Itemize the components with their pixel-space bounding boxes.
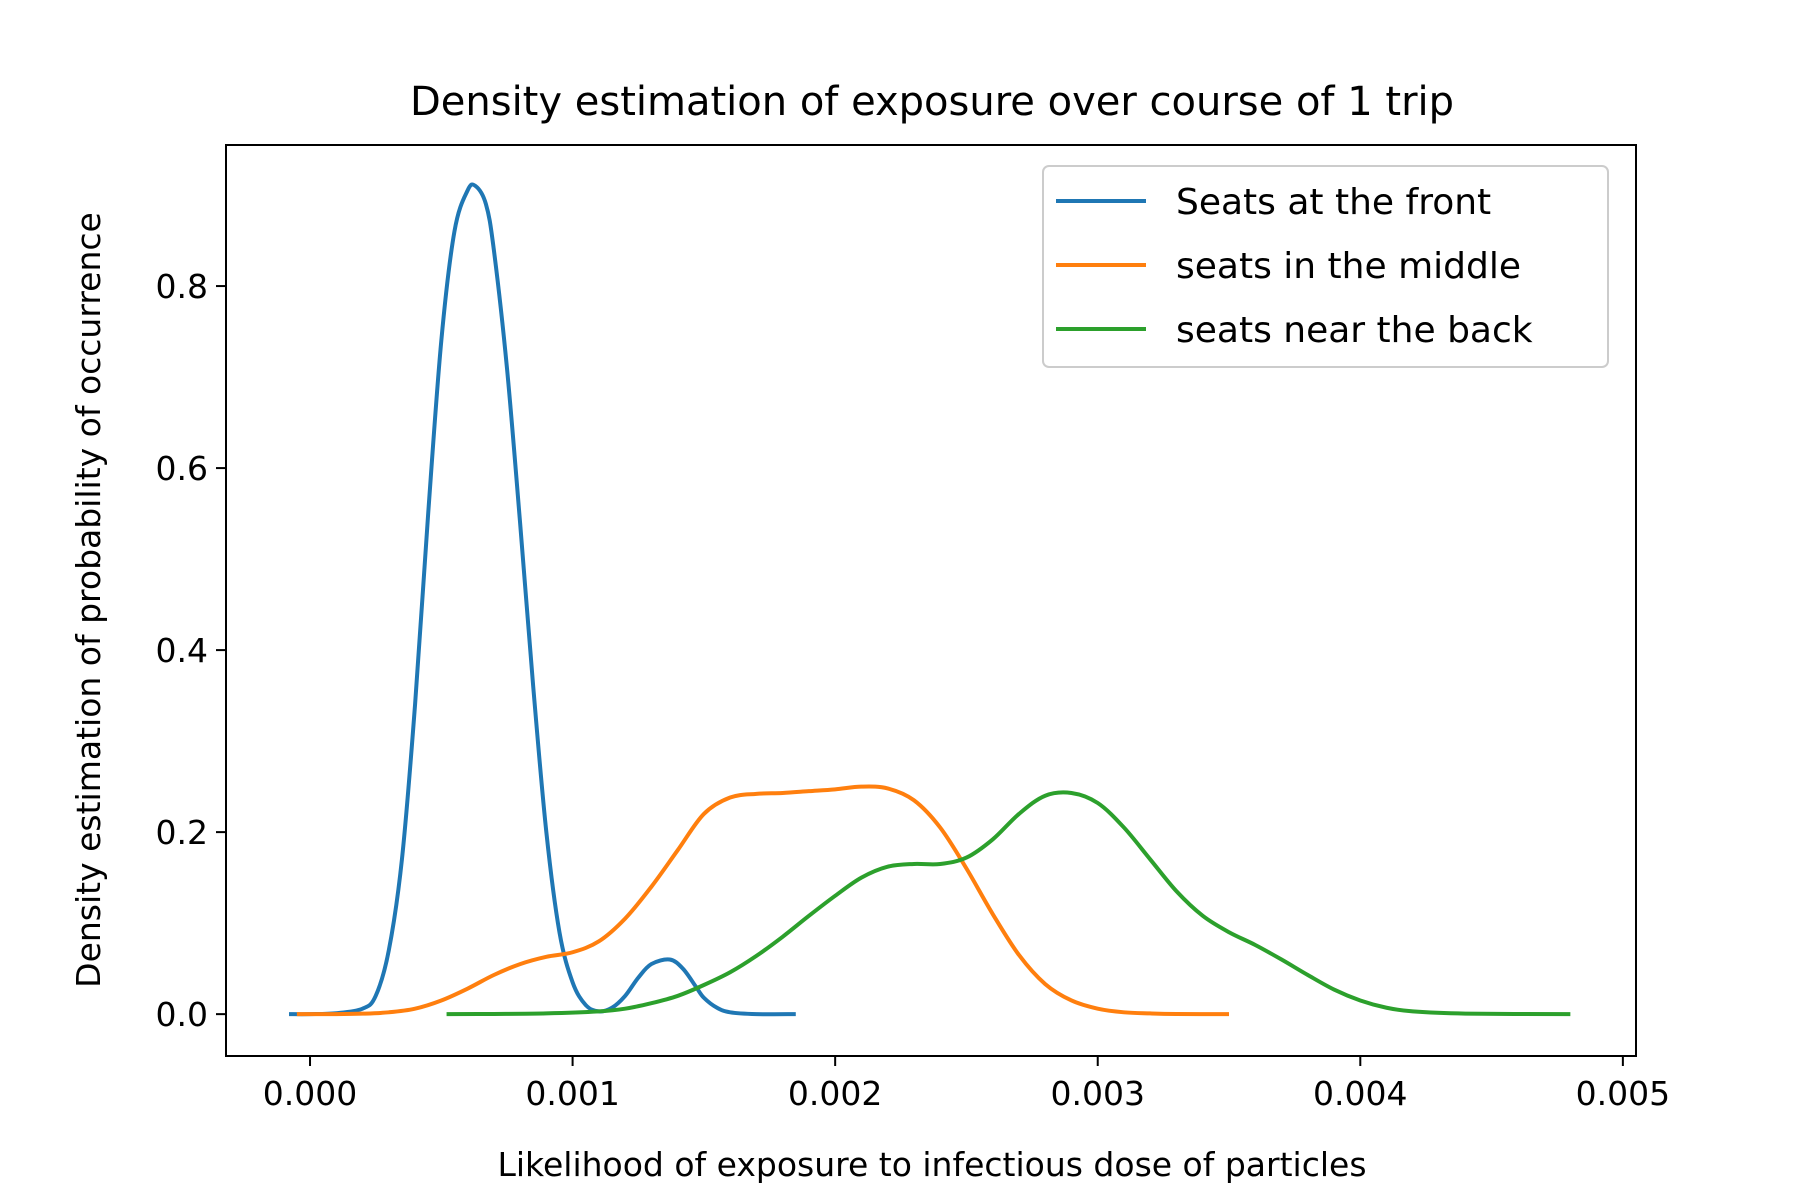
plot-frame — [225, 144, 1637, 1057]
y-tick-label: 0.2 — [156, 813, 208, 852]
y-tick-label: 0.4 — [156, 631, 208, 670]
x-axis: 0.000 0.001 0.002 0.003 0.004 0.005 — [263, 1056, 1670, 1113]
x-tick-label: 0.000 — [263, 1074, 357, 1113]
series-line-middle — [296, 784, 1230, 1017]
legend-label-middle: seats in the middle — [1176, 246, 1521, 287]
y-tick-label: 0.0 — [156, 995, 208, 1034]
x-tick-label: 0.004 — [1313, 1074, 1407, 1113]
series-line-back — [446, 790, 1571, 1017]
plot-lines — [289, 182, 1571, 1017]
x-tick-label: 0.001 — [525, 1074, 619, 1113]
y-axis-label: Density estimation of probability of occ… — [69, 212, 108, 988]
y-tick-label: 0.6 — [156, 449, 208, 488]
x-axis-label: Likelihood of exposure to infectious dos… — [497, 1145, 1366, 1184]
series-line-front — [289, 182, 796, 1017]
x-tick-label: 0.002 — [788, 1074, 882, 1113]
y-axis: 0.0 0.2 0.4 0.6 0.8 — [156, 267, 226, 1034]
x-tick-label: 0.003 — [1050, 1074, 1144, 1113]
x-tick-label: 0.005 — [1576, 1074, 1670, 1113]
y-tick-label: 0.8 — [156, 267, 208, 306]
legend-box — [1042, 165, 1609, 368]
legend-label-back: seats near the back — [1176, 310, 1533, 351]
legend-label-front: Seats at the front — [1176, 182, 1491, 223]
chart-title: Density estimation of exposure over cour… — [410, 79, 1454, 125]
legend: Seats at the front seats in the middle s… — [1042, 165, 1609, 368]
